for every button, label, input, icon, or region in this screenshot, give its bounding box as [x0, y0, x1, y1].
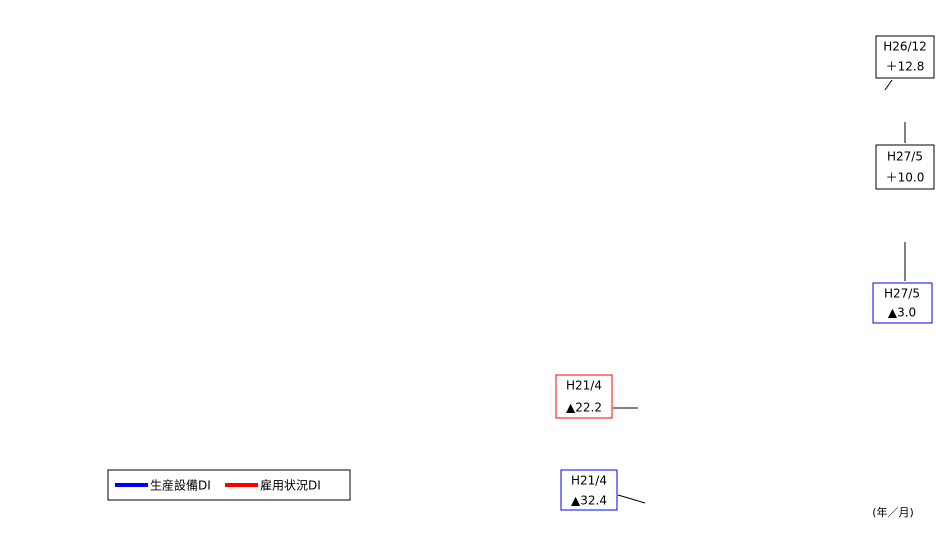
legend-label: 生産設備DI: [150, 478, 211, 493]
callout-text: ＋10.0: [886, 171, 925, 185]
callout-text: ＋12.8: [886, 60, 925, 74]
callout-text: H26/12: [883, 40, 927, 54]
callout-text: ▲22.2: [566, 401, 602, 415]
x-axis-label: (年／月): [872, 505, 914, 519]
callout-text: ▲3.0: [888, 306, 916, 320]
callout-text: H27/5: [884, 287, 920, 301]
callout-arrow: [617, 494, 646, 504]
legend-label: 雇用状況DI: [260, 478, 321, 493]
overlay-layer: (年／月) 生産設備DI 雇用状況DI H26/12 ＋12.8 H27/5 ＋…: [107, 35, 935, 519]
callout-text: H21/4: [566, 379, 602, 393]
callout-box: [555, 374, 613, 419]
callout-text: H21/4: [571, 474, 607, 488]
callout-box: [872, 282, 933, 324]
callout-arrow: [884, 79, 893, 91]
callout-box: [560, 469, 618, 511]
callout-box: [875, 35, 935, 79]
callout-text: H27/5: [887, 150, 923, 164]
callout-text: ▲32.4: [571, 494, 607, 508]
callout-box: [875, 144, 935, 190]
